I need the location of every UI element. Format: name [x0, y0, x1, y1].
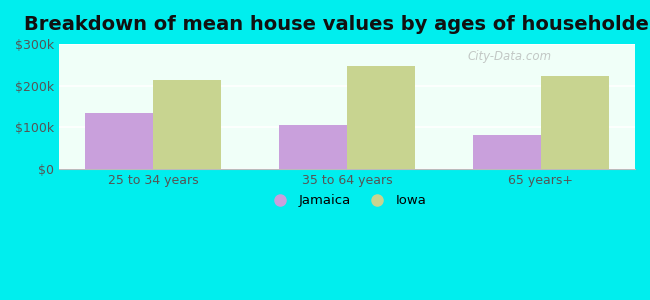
Legend: Jamaica, Iowa: Jamaica, Iowa [262, 189, 432, 213]
Bar [473, 135, 541, 169]
Bar [541, 76, 609, 169]
Title: Breakdown of mean house values by ages of householders: Breakdown of mean house values by ages o… [24, 15, 650, 34]
Bar [85, 113, 153, 169]
Text: City-Data.com: City-Data.com [468, 50, 552, 63]
Bar [347, 66, 415, 169]
Bar [279, 124, 347, 169]
Bar [153, 80, 221, 169]
